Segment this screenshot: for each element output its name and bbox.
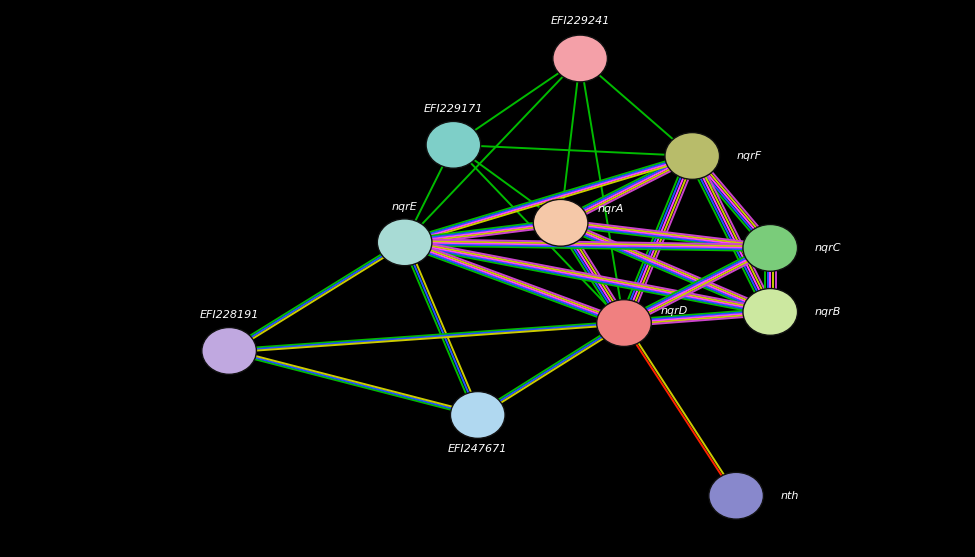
Text: EFI228191: EFI228191 (200, 310, 258, 320)
Text: nqrB: nqrB (815, 307, 841, 317)
Text: nqrE: nqrE (392, 202, 417, 212)
Ellipse shape (743, 224, 798, 271)
Ellipse shape (426, 121, 481, 168)
Text: EFI229241: EFI229241 (551, 16, 609, 26)
Text: EFI247671: EFI247671 (448, 444, 507, 455)
Ellipse shape (533, 199, 588, 246)
Ellipse shape (553, 35, 607, 82)
Ellipse shape (202, 328, 256, 374)
Ellipse shape (450, 392, 505, 438)
Text: nqrD: nqrD (661, 306, 688, 316)
Ellipse shape (665, 133, 720, 179)
Text: nth: nth (781, 491, 799, 501)
Text: nqrA: nqrA (598, 204, 624, 214)
Ellipse shape (597, 300, 651, 346)
Text: EFI229171: EFI229171 (424, 104, 483, 114)
Ellipse shape (709, 472, 763, 519)
Text: nqrF: nqrF (737, 151, 762, 161)
Text: nqrC: nqrC (815, 243, 841, 253)
Ellipse shape (377, 219, 432, 266)
Ellipse shape (743, 289, 798, 335)
